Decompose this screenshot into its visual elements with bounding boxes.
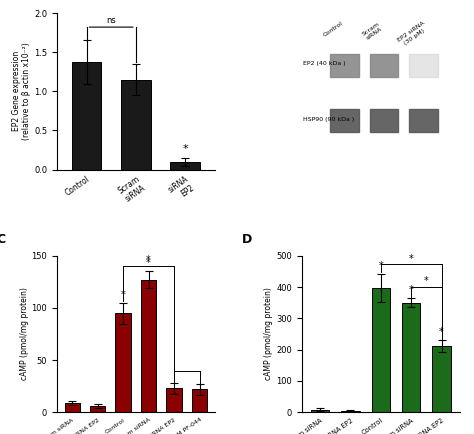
Bar bbox=[402, 302, 420, 412]
Text: *: * bbox=[409, 254, 413, 264]
Bar bbox=[141, 280, 156, 412]
Text: *: * bbox=[409, 286, 413, 296]
Text: D: D bbox=[242, 233, 252, 246]
Text: *: * bbox=[378, 261, 383, 271]
Bar bbox=[72, 62, 101, 170]
Bar bbox=[409, 54, 438, 77]
Text: *: * bbox=[424, 276, 428, 286]
Text: HSP90 (90 kDa ): HSP90 (90 kDa ) bbox=[303, 117, 355, 122]
Bar bbox=[64, 403, 80, 412]
Text: C: C bbox=[0, 233, 6, 246]
Bar bbox=[370, 108, 398, 132]
Y-axis label: cAMP (pmol/mg protein): cAMP (pmol/mg protein) bbox=[19, 288, 28, 381]
Bar bbox=[121, 79, 151, 170]
Text: *: * bbox=[182, 144, 188, 154]
Text: EP2 (40 kDa ): EP2 (40 kDa ) bbox=[303, 61, 346, 66]
Text: Scram
siRNA: Scram siRNA bbox=[362, 21, 384, 41]
Bar bbox=[192, 389, 207, 412]
Text: A: A bbox=[1, 0, 11, 3]
Bar bbox=[311, 410, 329, 412]
Bar bbox=[330, 108, 359, 132]
Bar bbox=[341, 411, 359, 412]
Text: *: * bbox=[146, 258, 151, 268]
Text: *: * bbox=[439, 327, 444, 337]
Bar bbox=[370, 54, 398, 77]
Bar bbox=[90, 406, 105, 412]
Y-axis label: EP2 Gene expression
(relative to β actin x10⁻²): EP2 Gene expression (relative to β actin… bbox=[12, 43, 31, 140]
Bar bbox=[171, 162, 200, 170]
Text: EP2 siRNA
(30 pM): EP2 siRNA (30 pM) bbox=[396, 21, 428, 48]
Text: B: B bbox=[273, 0, 283, 3]
Bar bbox=[116, 313, 131, 412]
Text: ns: ns bbox=[106, 16, 116, 25]
Bar bbox=[330, 54, 359, 77]
Text: *: * bbox=[121, 289, 126, 299]
Y-axis label: cAMP (pmol/mg protein): cAMP (pmol/mg protein) bbox=[264, 288, 273, 381]
Text: Control: Control bbox=[323, 21, 344, 38]
Bar bbox=[432, 346, 451, 412]
Bar bbox=[409, 108, 438, 132]
Bar bbox=[166, 388, 182, 412]
Bar bbox=[372, 288, 390, 412]
Text: *: * bbox=[146, 255, 151, 265]
